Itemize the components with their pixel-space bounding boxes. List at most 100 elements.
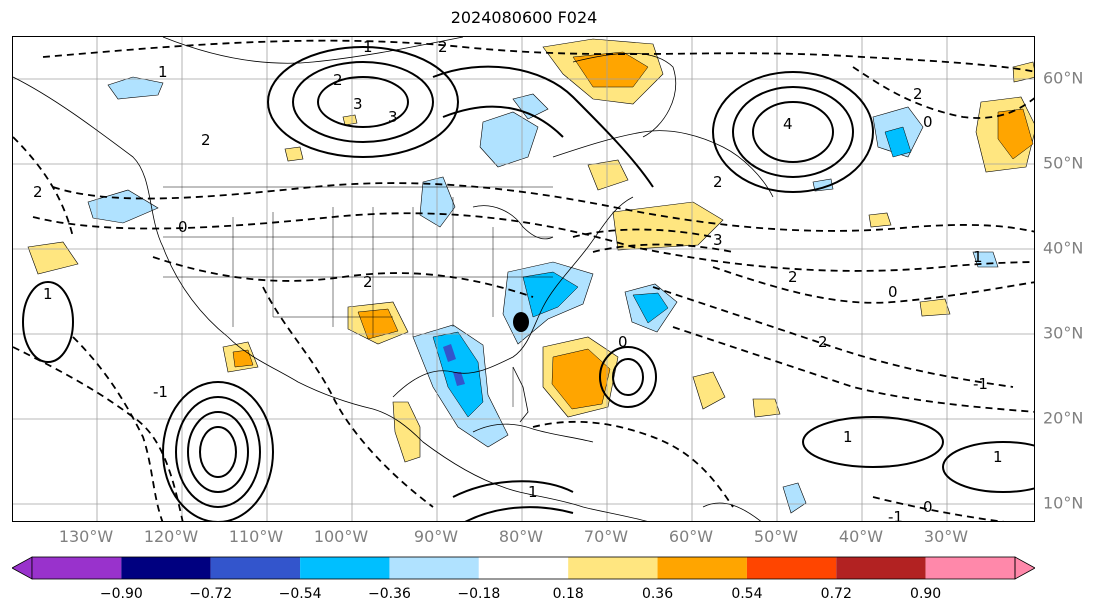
lat-label: 50°N bbox=[1043, 153, 1084, 173]
colorbar-segment bbox=[389, 557, 479, 579]
contour-labels: 1 2 3 2 1 2 4 2 3 0 2 2 0 -1 2 1 3 0 2 1… bbox=[33, 38, 1003, 522]
lon-label: 40°W bbox=[838, 527, 884, 546]
lat-label: 40°N bbox=[1043, 238, 1084, 258]
colorbar-tick-label: −0.54 bbox=[278, 586, 322, 602]
contour-label: 1 bbox=[528, 483, 538, 501]
contour-line bbox=[32, 212, 1034, 272]
contour-line bbox=[442, 105, 564, 138]
contour-line bbox=[317, 76, 409, 128]
contour-label: -1 bbox=[153, 383, 168, 401]
coastlines bbox=[13, 37, 774, 521]
contour-line bbox=[199, 426, 237, 478]
contour-label: 2 bbox=[913, 85, 923, 103]
contour-label: 1 bbox=[993, 448, 1003, 466]
coastline bbox=[392, 196, 634, 398]
colorbar-segment bbox=[836, 557, 926, 579]
political-borders bbox=[163, 186, 553, 407]
contour-label: 2 bbox=[201, 131, 211, 149]
contour-label: 0 bbox=[923, 498, 933, 516]
coastline bbox=[472, 205, 554, 240]
contour-line bbox=[942, 441, 1034, 493]
contour-line bbox=[262, 286, 434, 508]
shade-region bbox=[1012, 61, 1034, 83]
contour-line bbox=[152, 256, 534, 298]
coastline bbox=[512, 366, 529, 423]
contour-label: 2 bbox=[333, 71, 343, 89]
shade-region bbox=[632, 292, 669, 324]
coastline bbox=[702, 502, 762, 521]
shade-region bbox=[572, 51, 649, 88]
contour-line bbox=[872, 496, 1005, 521]
shade-region bbox=[884, 126, 912, 158]
contour-label: 1 bbox=[158, 63, 168, 81]
contour-line bbox=[13, 136, 74, 238]
lon-label: 60°W bbox=[668, 527, 714, 546]
lon-label: 120°W bbox=[143, 527, 199, 546]
shade-region bbox=[443, 344, 456, 362]
colorbar-tick-label: 0.72 bbox=[820, 586, 852, 602]
contour-label: 3 bbox=[388, 108, 398, 126]
lat-label: 20°N bbox=[1043, 408, 1084, 428]
contour-line bbox=[267, 46, 459, 158]
map-panel: 1 2 3 2 1 2 4 2 3 0 2 2 0 -1 2 1 3 0 2 1… bbox=[12, 36, 1035, 522]
shade-region bbox=[919, 298, 951, 317]
colorbar-outline bbox=[31, 556, 1016, 580]
colorbar-segments bbox=[12, 556, 1035, 580]
shade-region bbox=[284, 146, 304, 162]
colorbar-tick-label: −0.36 bbox=[368, 586, 411, 602]
shade-region bbox=[782, 482, 807, 514]
contour-line bbox=[652, 286, 1014, 388]
contour-label: 3 bbox=[713, 231, 723, 249]
lon-label: 110°W bbox=[228, 527, 284, 546]
shade-region bbox=[87, 189, 159, 224]
lat-label: 60°N bbox=[1043, 68, 1084, 88]
dashed-contours bbox=[13, 39, 1034, 521]
lat-label: 30°N bbox=[1043, 323, 1084, 343]
colorbar-extend-low bbox=[12, 556, 33, 580]
negative-shading-deep bbox=[443, 344, 465, 386]
coastline bbox=[552, 130, 774, 198]
colorbar-tick-label: −0.18 bbox=[457, 586, 501, 602]
contour-line bbox=[52, 182, 1034, 233]
contour-label: 2 bbox=[713, 173, 723, 191]
contour-line bbox=[802, 416, 944, 468]
shade-region bbox=[612, 201, 724, 251]
solid-contours bbox=[22, 46, 1034, 521]
shade-region bbox=[868, 212, 892, 228]
contour-line bbox=[432, 65, 654, 188]
shade-region bbox=[479, 111, 539, 168]
contour-label: 1 bbox=[973, 248, 983, 266]
contour-label: 1 bbox=[43, 285, 53, 303]
colorbar-tick-label: 0.54 bbox=[731, 586, 763, 602]
shade-region bbox=[27, 241, 79, 275]
contour-line bbox=[13, 346, 184, 521]
contour-line bbox=[612, 358, 644, 396]
lon-label: 30°W bbox=[923, 527, 969, 546]
contour-line bbox=[187, 411, 249, 493]
shade-region bbox=[752, 398, 781, 418]
colorbar-segment bbox=[746, 557, 837, 579]
shade-region bbox=[107, 76, 164, 100]
contour-line bbox=[592, 243, 734, 253]
shade-region bbox=[357, 308, 399, 340]
contour-line bbox=[752, 101, 834, 163]
map-canvas: 1 2 3 2 1 2 4 2 3 0 2 2 0 -1 2 1 3 0 2 1… bbox=[13, 37, 1034, 522]
coastline bbox=[162, 37, 464, 64]
colorbar-segment bbox=[568, 557, 658, 579]
lon-label: 50°W bbox=[753, 527, 799, 546]
graticule bbox=[13, 37, 1034, 521]
marker-dot bbox=[513, 312, 529, 332]
contour-line bbox=[732, 86, 854, 178]
contour-label: 0 bbox=[618, 333, 628, 351]
colorbar bbox=[12, 556, 1035, 580]
contour-line bbox=[852, 66, 1034, 119]
contour-label: 2 bbox=[788, 268, 798, 286]
shade-region bbox=[453, 372, 465, 386]
lat-label: 10°N bbox=[1043, 493, 1084, 513]
coastline bbox=[13, 76, 648, 521]
contour-label: -1 bbox=[888, 508, 903, 522]
contour-label: 4 bbox=[783, 115, 793, 133]
colorbar-tick-label: −0.72 bbox=[189, 586, 233, 602]
coastline bbox=[572, 52, 677, 138]
colorbar-segment bbox=[657, 557, 747, 579]
